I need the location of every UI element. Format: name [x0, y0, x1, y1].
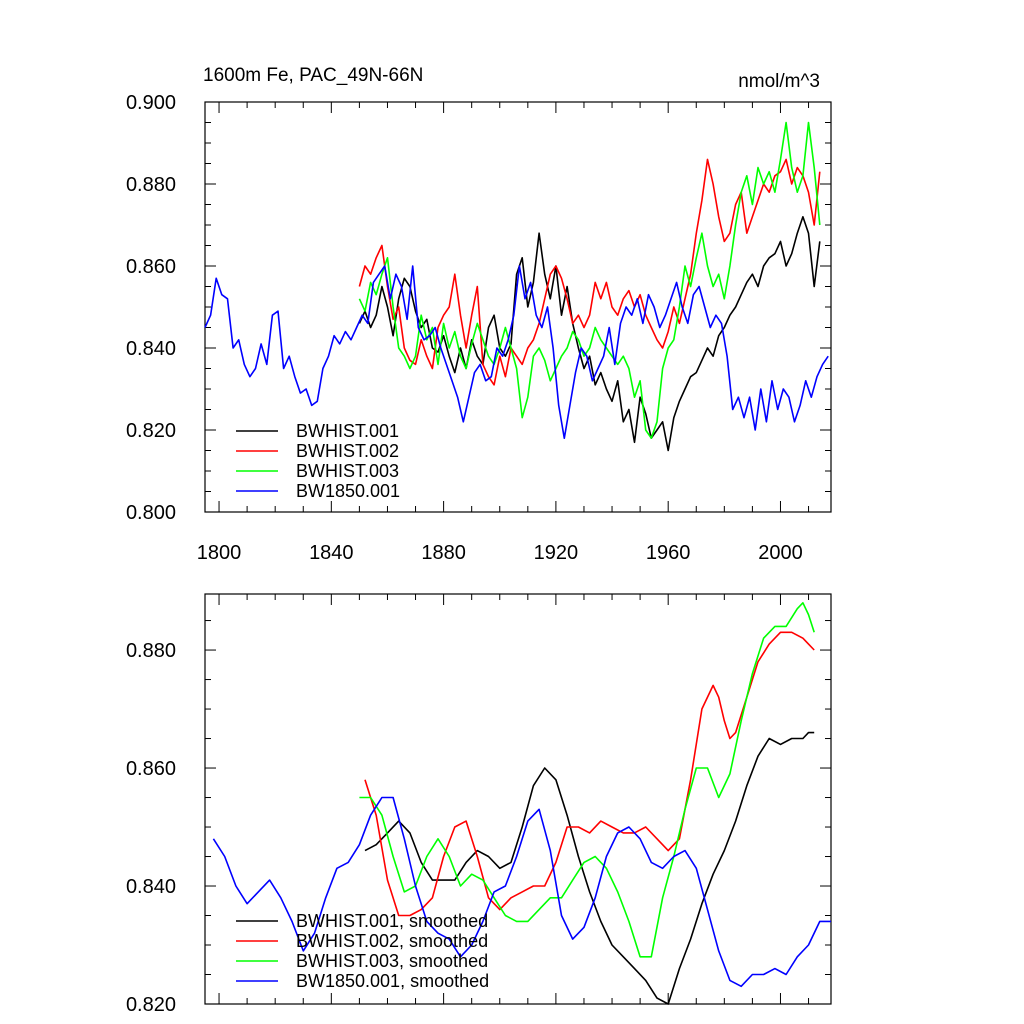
plot-frame	[204, 593, 832, 1005]
series-line-bwhist-001-smoothed	[364, 731, 815, 1005]
x-tick-label: 1880	[421, 542, 466, 564]
x-tick-label: 1960	[646, 542, 691, 564]
y-tick-label: 0.880	[126, 640, 176, 662]
legend-label: BWHIST.003, smoothed	[296, 951, 488, 971]
x-tick-label: 1800	[197, 542, 242, 564]
series-line-bwhist-002-smoothed	[364, 631, 815, 917]
series-line-bwhist-003-smoothed	[359, 601, 815, 958]
y-tick-label: 0.900	[126, 92, 176, 114]
series-line-bwhist-003	[358, 121, 821, 440]
x-tick-label: 1840	[309, 542, 354, 564]
units-label: nmol/m^3	[738, 71, 820, 92]
legend-label: BW1850.001	[296, 481, 400, 501]
y-tick-label: 0.820	[126, 994, 176, 1016]
y-tick-label: 0.820	[126, 420, 176, 442]
y-tick-label: 0.840	[126, 338, 176, 360]
legend-label: BWHIST.003	[296, 461, 399, 481]
top-chart-panel: 1800 1840 1880 1920 1960 2000 0.800 0.820 0.840 0…	[126, 92, 832, 564]
bottom-chart-panel: 0.820 0.840 0.860 0.880 BWHIST.001, smoothed…	[126, 593, 832, 1016]
y-tick-label: 0.840	[126, 876, 176, 898]
legend-label: BWHIST.002	[296, 441, 399, 461]
x-tick-label: 1920	[534, 542, 579, 564]
chart-title: 1600m Fe, PAC_49N-66N	[203, 65, 423, 86]
y-tick-label: 0.800	[126, 502, 176, 524]
series-line-bw1850-001-smoothed	[212, 796, 831, 988]
legend-label: BWHIST.001, smoothed	[296, 911, 488, 931]
legend-label: BWHIST.002, smoothed	[296, 931, 488, 951]
series-line-bw1850-001	[204, 265, 829, 440]
y-tick-label: 0.860	[126, 256, 176, 278]
series-line-bwhist-002	[358, 158, 821, 386]
legend-label: BWHIST.001	[296, 421, 399, 441]
legend-label: BW1850.001, smoothed	[296, 971, 489, 991]
x-tick-label: 2000	[758, 542, 803, 564]
y-tick-label: 0.880	[126, 174, 176, 196]
series-line-bwhist-001	[358, 216, 821, 452]
y-tick-label: 0.860	[126, 758, 176, 780]
